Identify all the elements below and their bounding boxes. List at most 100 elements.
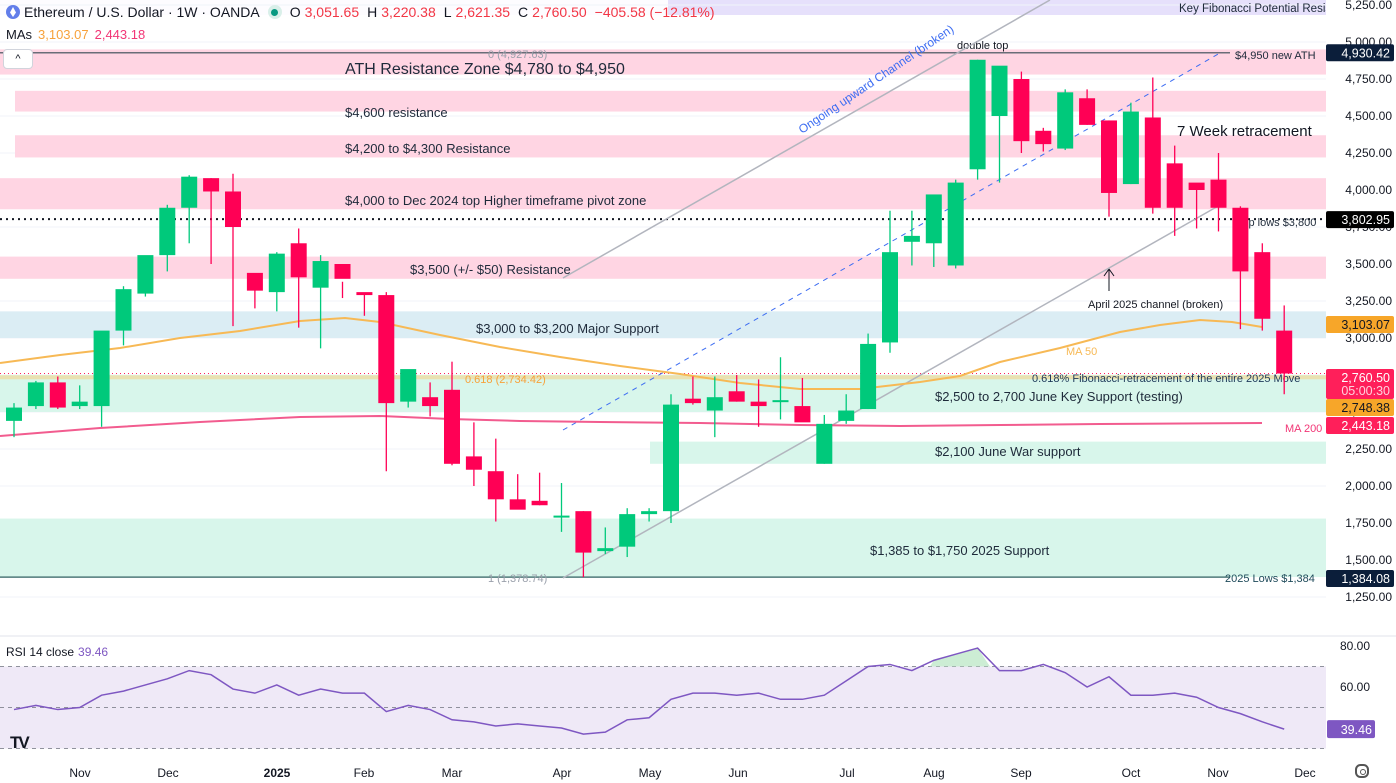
candle-body	[575, 511, 592, 553]
candle	[750, 379, 767, 427]
candle-body	[728, 391, 745, 402]
candle-body	[706, 397, 723, 411]
moving-averages-legend[interactable]: MAs 3,103.07 2,443.18	[6, 27, 145, 42]
price-tick: 4,250.00	[1345, 146, 1392, 160]
open-value: 3,051.65	[304, 4, 360, 20]
time-tick: Jun	[728, 766, 747, 780]
zone-label: $3,000 to $3,200 Major Support	[476, 321, 659, 336]
candle	[509, 474, 526, 510]
candle-body	[400, 369, 417, 402]
rsi-legend[interactable]: RSI 14 close 39.46	[6, 645, 108, 659]
candle	[378, 292, 395, 472]
mas-label: MAs	[6, 27, 32, 42]
candle-body	[225, 191, 241, 227]
time-tick: Dec	[1294, 766, 1315, 780]
settings-gear-icon[interactable]	[1355, 764, 1369, 778]
candle	[203, 178, 220, 264]
time-tick: Jul	[839, 766, 854, 780]
candle	[1057, 89, 1074, 151]
candle	[181, 175, 198, 244]
candle	[1188, 182, 1205, 229]
price-tick: 3,250.00	[1345, 294, 1392, 308]
zone-label: ATH Resistance Zone $4,780 to $4,950	[345, 61, 625, 78]
fib-note-label: 0.618% Fibonacci-retracement of the enti…	[1032, 373, 1300, 385]
candle	[969, 59, 986, 180]
candle-body	[860, 343, 877, 410]
candle-body	[487, 471, 504, 500]
price-label: 2,760.50	[1341, 371, 1390, 385]
price-label: 2,748.38	[1341, 401, 1390, 415]
candle-body	[465, 456, 482, 470]
symbol-header: Ethereum / U.S. Dollar · 1W · OANDA O 3,0…	[6, 4, 719, 20]
candle	[6, 403, 22, 438]
high-label: H	[367, 4, 378, 20]
candle	[1232, 206, 1249, 330]
candle-body	[772, 400, 789, 403]
candle	[925, 194, 942, 267]
zone-band	[15, 135, 1326, 158]
rsi-line	[13, 647, 1285, 735]
candle-body	[531, 500, 548, 506]
rsi-label: RSI 14 close	[6, 645, 75, 659]
candle-body	[597, 548, 614, 552]
candle	[422, 382, 439, 417]
rsi-band	[0, 666, 1326, 749]
price-tick: 5,250.00	[1345, 0, 1392, 12]
time-tick: Mar	[442, 766, 463, 780]
april-channel-label: April 2025 channel (broken)	[1088, 299, 1223, 311]
candle-body	[1079, 98, 1096, 125]
candle	[268, 252, 285, 312]
candle	[1210, 153, 1227, 232]
ma200-label: MA 200	[1285, 423, 1322, 435]
time-tick: May	[639, 766, 662, 780]
price-tick: 2,250.00	[1345, 442, 1392, 456]
candle	[400, 369, 417, 408]
zone-label: $1,385 to $1,750 2025 Support	[870, 543, 1050, 558]
price-label-bg	[1326, 417, 1394, 434]
time-tick: 2025	[264, 766, 291, 780]
collapse-legend-button[interactable]: ^	[3, 49, 33, 69]
candle-body	[203, 178, 220, 192]
candle	[225, 173, 241, 327]
candle	[663, 394, 679, 523]
candle-body	[684, 398, 701, 404]
candle	[1144, 77, 1161, 214]
price-label-bg	[1326, 399, 1394, 416]
candle	[71, 385, 88, 410]
symbol-title[interactable]: Ethereum / U.S. Dollar · 1W · OANDA	[24, 4, 260, 20]
candle	[1254, 243, 1271, 331]
price-label: 2,443.18	[1341, 419, 1390, 433]
zone-label: $4,600 resistance	[345, 105, 448, 120]
fib-618-label: 0.618 (2,734.42)	[465, 374, 546, 386]
price-tick: 3,500.00	[1345, 257, 1392, 271]
candle	[860, 333, 877, 410]
price-label: 3,802.95	[1341, 213, 1390, 227]
ma200-value: 2,443.18	[94, 27, 146, 42]
rsi-value-label-bg	[1327, 720, 1375, 739]
fib-zone-label: Key Fibonacci Potential Resist	[1179, 3, 1335, 15]
candle	[553, 483, 570, 532]
candle	[531, 472, 548, 506]
candle-body	[1232, 207, 1249, 272]
zone-band	[0, 311, 1326, 338]
candle	[903, 210, 920, 266]
zone-label: $2,500 to 2,700 June Key Support (testin…	[935, 389, 1183, 404]
price-tick: 4,750.00	[1345, 72, 1392, 86]
candle	[641, 508, 658, 522]
candle	[487, 438, 504, 522]
price-tick: 1,750.00	[1345, 516, 1392, 530]
candle	[597, 527, 614, 555]
time-tick: Sep	[1010, 766, 1032, 780]
candle	[1122, 102, 1139, 185]
candle-body	[991, 65, 1008, 116]
candle	[137, 255, 154, 297]
close-label: C	[518, 4, 529, 20]
candle	[706, 376, 723, 438]
candle-body	[290, 243, 307, 278]
candle-body	[969, 59, 986, 170]
tradingview-logo[interactable]: TV	[10, 733, 30, 752]
time-tick: Nov	[1207, 766, 1228, 780]
time-tick: Apr	[553, 766, 572, 780]
candle-body	[882, 252, 898, 343]
